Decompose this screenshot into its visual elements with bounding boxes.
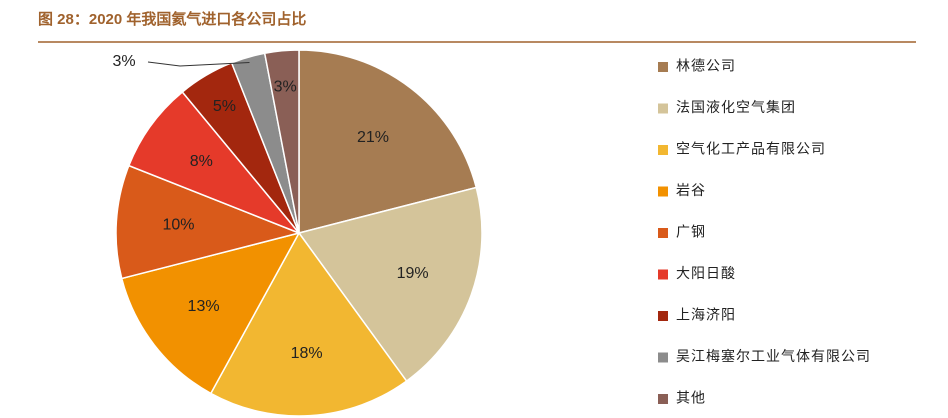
data-label: 18% bbox=[291, 345, 323, 362]
legend-swatch bbox=[658, 228, 668, 238]
chart-title: 图 28：2020 年我国氦气进口各公司占比 bbox=[38, 10, 306, 28]
legend-swatch bbox=[658, 352, 668, 363]
data-label: 21% bbox=[357, 129, 389, 146]
legend-label: 上海济阳 bbox=[676, 307, 736, 323]
data-label: 3% bbox=[274, 78, 297, 95]
data-label: 10% bbox=[162, 217, 194, 234]
legend-label: 吴江梅塞尔工业气体有限公司 bbox=[676, 348, 871, 364]
data-label: 19% bbox=[397, 265, 429, 282]
pie-slice bbox=[298, 49, 478, 234]
pie-slice bbox=[297, 186, 483, 383]
data-label: 5% bbox=[213, 98, 236, 115]
legend-swatch bbox=[658, 186, 668, 197]
pie-slice bbox=[120, 231, 301, 395]
pie-slice bbox=[209, 231, 408, 417]
pie-slice bbox=[115, 164, 302, 280]
legend-swatch bbox=[658, 103, 668, 114]
legend-label: 岩谷 bbox=[676, 182, 706, 198]
data-label: 3% bbox=[112, 53, 135, 70]
legend-swatch bbox=[658, 394, 668, 404]
legend-swatch bbox=[658, 145, 668, 155]
pie-slice bbox=[263, 49, 300, 234]
legend-label: 其他 bbox=[676, 390, 706, 406]
legend-label: 大阳日酸 bbox=[676, 265, 736, 281]
legend-label: 林德公司 bbox=[676, 58, 736, 74]
leader-line bbox=[147, 61, 250, 67]
legend-label: 空气化工产品有限公司 bbox=[676, 141, 826, 157]
data-label: 8% bbox=[190, 153, 213, 170]
legend-swatch bbox=[658, 62, 668, 72]
legend-label: 法国液化空气集团 bbox=[676, 99, 796, 115]
legend-swatch bbox=[658, 311, 668, 321]
legend-label: 广钢 bbox=[676, 224, 706, 240]
legend-swatch bbox=[658, 269, 668, 280]
data-label: 13% bbox=[188, 298, 220, 315]
pie-slice bbox=[127, 90, 300, 234]
